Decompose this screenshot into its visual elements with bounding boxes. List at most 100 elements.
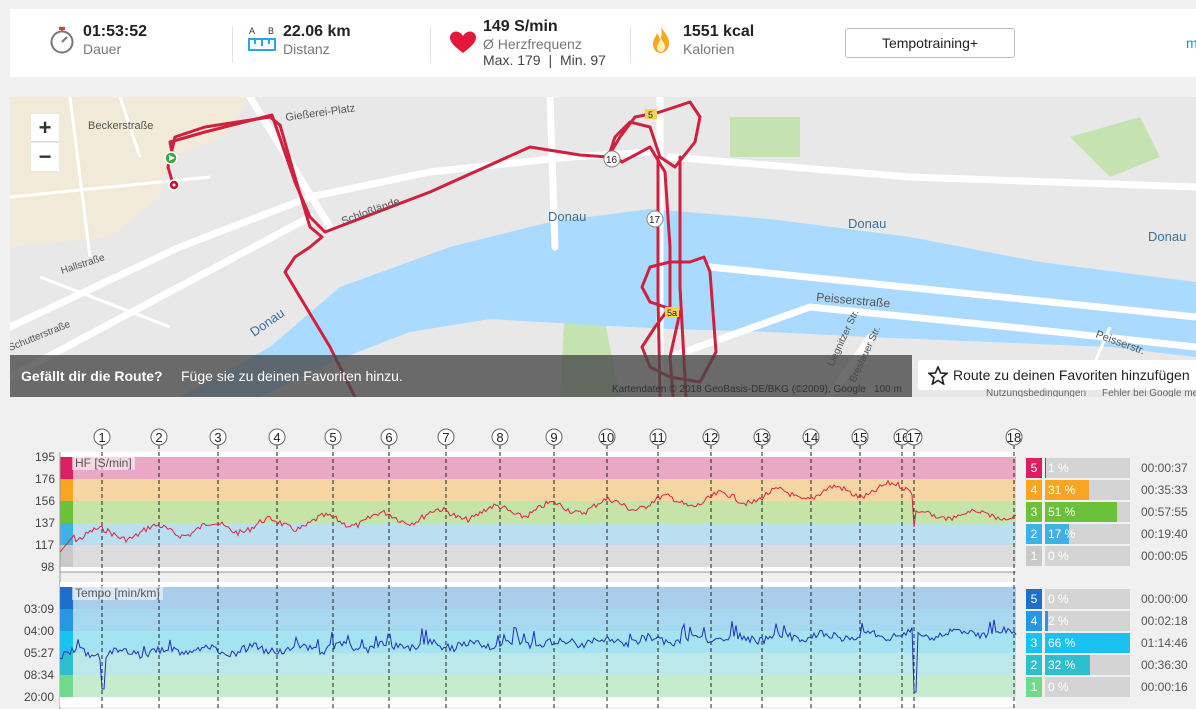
hr-range: Max. 179 | Min. 97: [483, 52, 606, 68]
pace-zone-marker: [60, 631, 73, 653]
map-attribution: Kartendaten © 2018 GeoBasis-DE/BKG (©200…: [612, 384, 866, 395]
lap-marker[interactable]: [753, 428, 771, 446]
lap-marker-label[interactable]: 11: [651, 430, 665, 445]
pace-zone-2-row: 2 32 %: [1026, 655, 1130, 675]
lap-marker-label[interactable]: 12: [704, 430, 718, 445]
lap-marker[interactable]: [209, 428, 227, 446]
pace-zone-time: 00:36:30: [1141, 658, 1188, 672]
route-line: [166, 100, 718, 397]
lap-marker[interactable]: [802, 428, 820, 446]
charts-area: 1 2 3 4 5 6 7 8 9 10 11 12 13 14 15 16 17 18 HF [S/min] T…: [0, 397, 1196, 709]
lap-marker[interactable]: [380, 428, 398, 446]
divider: [232, 27, 233, 63]
map-terms-link[interactable]: Nutzungsbedingungen: [986, 388, 1087, 397]
lap-marker-label[interactable]: 5: [329, 430, 336, 445]
divider: [630, 27, 631, 63]
hr-value: 149 S/min: [483, 18, 558, 35]
zoom-in-button[interactable]: +: [31, 114, 59, 142]
hr-min: Min. 97: [560, 52, 606, 68]
pace-zone-time: 01:14:46: [1141, 636, 1188, 650]
lap-marker[interactable]: [1005, 428, 1023, 446]
hr-y-tick: 195: [35, 450, 56, 464]
add-to-favorites-button[interactable]: Route zu deinen Favoriten hinzufügen: [918, 360, 1196, 390]
hr-zone-time: 00:35:33: [1141, 483, 1188, 497]
hr-y-tick: 98: [41, 560, 55, 574]
distance-icon-a: A: [249, 26, 256, 36]
river-label: Donau: [548, 209, 586, 224]
hr-zone-marker: [60, 501, 73, 523]
lap-marker[interactable]: [598, 428, 616, 446]
pace-y-tick: 08:34: [24, 668, 55, 682]
pace-series-line: [59, 619, 1017, 693]
park-area: [1070, 117, 1160, 177]
hr-zone-time: 00:00:05: [1141, 549, 1188, 563]
lap-marker-label[interactable]: 14: [804, 430, 818, 445]
zone-bar-fill: [1045, 458, 1047, 478]
lap-marker-label[interactable]: 15: [853, 430, 867, 445]
lap-marker-label[interactable]: 16: [895, 430, 909, 445]
road-shield-16: 16: [606, 155, 618, 166]
lap-marker[interactable]: [649, 428, 667, 446]
lap-marker[interactable]: [905, 428, 923, 446]
zone-bar-fill: [1045, 633, 1130, 653]
lap-marker[interactable]: [491, 428, 509, 446]
pace-zone-band: [60, 675, 1016, 697]
lap-marker-label[interactable]: 17: [907, 430, 921, 445]
lap-marker-label[interactable]: 2: [155, 430, 162, 445]
zone-bar-track: [1045, 458, 1130, 478]
lap-marker-label[interactable]: 18: [1007, 430, 1021, 445]
lap-lines: [101, 445, 1015, 709]
hr-zone-time: 00:00:37: [1141, 461, 1188, 475]
hr-zone-number: 5: [1026, 458, 1042, 478]
pace-y-tick: 05:27: [24, 646, 55, 660]
road-shields: 16 17 5 5a: [603, 109, 679, 318]
hr-max: Max. 179: [483, 52, 541, 68]
zoom-out-button[interactable]: −: [31, 143, 59, 171]
pace-zone-1-row: 1 0 %: [1026, 677, 1130, 697]
lap-marker[interactable]: [851, 428, 869, 446]
tempo-training-button[interactable]: Tempotraining+: [845, 28, 1015, 58]
map-canvas[interactable]: 16 17 5 5a Beckerstraße Gießerei-Platz D…: [10, 97, 1196, 397]
hr-zone-2-row: 2 17 %: [1026, 524, 1130, 544]
lap-marker[interactable]: [702, 428, 720, 446]
favorite-prompt-question: Gefällt dir die Route?: [21, 368, 163, 384]
hr-zone-4-row: 4 31 %: [1026, 480, 1130, 500]
zone-bar-fill: [1045, 502, 1118, 522]
hr-y-tick: 117: [35, 538, 55, 552]
lap-marker-label[interactable]: 13: [755, 430, 769, 445]
distance-icon-b: B: [268, 26, 275, 36]
pace-zone-band: [60, 653, 1016, 675]
lap-marker-label[interactable]: 9: [550, 430, 557, 445]
hr-series-line: [59, 479, 1017, 553]
lap-marker[interactable]: [437, 428, 455, 446]
lap-marker-label[interactable]: 6: [385, 430, 392, 445]
hr-zone-band: [60, 501, 1016, 523]
lap-marker-label[interactable]: 7: [442, 430, 449, 445]
lap-marker[interactable]: [545, 428, 563, 446]
lap-marker[interactable]: [324, 428, 342, 446]
divider: [430, 27, 431, 63]
pace-zone-marker: [60, 653, 73, 675]
pace-zone-number: 4: [1026, 611, 1042, 631]
map-report-link[interactable]: Fehler bei Google melden: [1102, 388, 1196, 397]
lap-marker-label[interactable]: 3: [214, 430, 221, 445]
more-link[interactable]: m: [1186, 35, 1196, 51]
pace-zone-percent: 0 %: [1048, 592, 1069, 606]
hr-zone-time: 00:57:55: [1141, 505, 1188, 519]
lap-marker[interactable]: [268, 428, 286, 446]
lap-marker-label[interactable]: 10: [600, 430, 614, 445]
lap-marker-label[interactable]: 4: [273, 430, 280, 445]
hr-zone-marker: [60, 545, 73, 567]
route-map[interactable]: 16 17 5 5a Beckerstraße Gießerei-Platz D…: [10, 97, 1196, 397]
lap-marker-label[interactable]: 8: [496, 430, 503, 445]
lap-marker[interactable]: [93, 428, 111, 446]
road-shield-5: 5: [648, 110, 653, 120]
hr-zone-percent: 31 %: [1048, 483, 1076, 497]
lap-marker-label[interactable]: 1: [98, 430, 105, 445]
lap-marker[interactable]: [150, 428, 168, 446]
pace-zone-marker: [60, 675, 73, 697]
hr-zone-band: [60, 457, 1016, 479]
hr-zone-time: 00:19:40: [1141, 527, 1188, 541]
